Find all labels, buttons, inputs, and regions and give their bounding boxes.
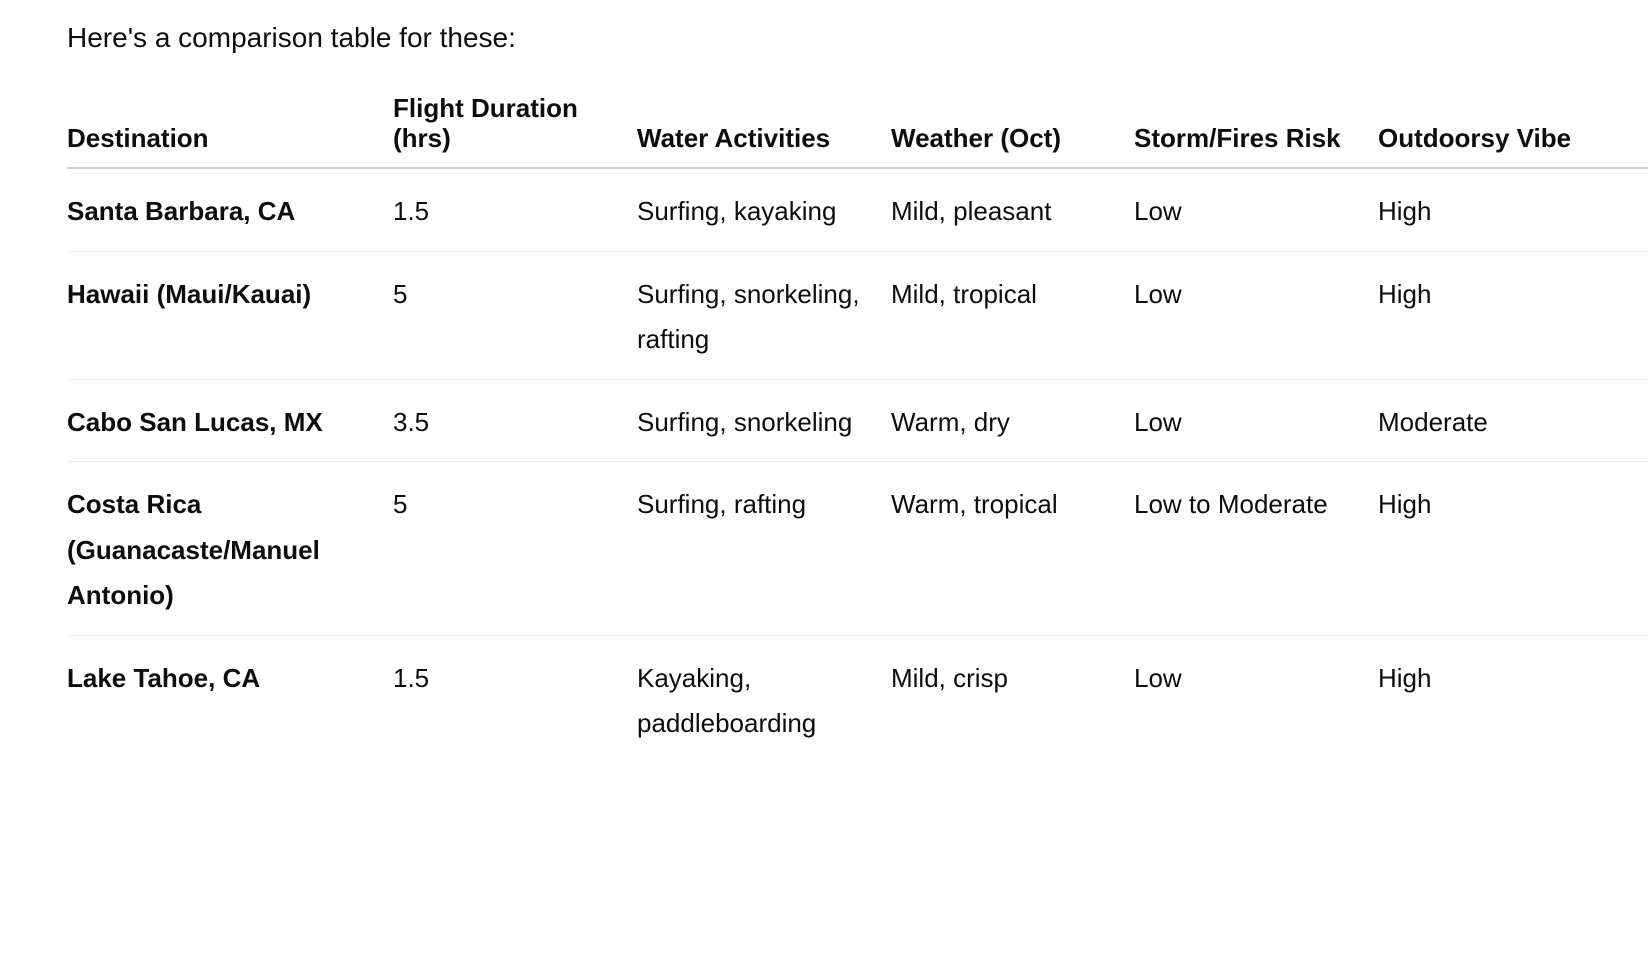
cell-outdoorsy-vibe: High	[1378, 251, 1648, 380]
comparison-table: Destination Flight Duration (hrs) Water …	[67, 85, 1648, 763]
cell-water-activities: Surfing, kayaking	[637, 168, 891, 252]
cell-flight-duration: 3.5	[393, 379, 637, 462]
table-row: Cabo San Lucas, MX 3.5 Surfing, snorkeli…	[67, 379, 1648, 462]
cell-weather: Mild, pleasant	[891, 168, 1134, 252]
cell-outdoorsy-vibe: Moderate	[1378, 379, 1648, 462]
cell-flight-duration: 5	[393, 461, 637, 636]
cell-outdoorsy-vibe: High	[1378, 662, 1432, 693]
cell-storm-fires-risk: Low to Moderate	[1134, 461, 1378, 636]
cell-flight-duration: 5	[393, 251, 637, 380]
cell-water-activities: Surfing, snorkeling, rafting	[637, 251, 891, 380]
cell-weather: Mild, tropical	[891, 251, 1134, 380]
table-row: Hawaii (Maui/Kauai) 5 Surfing, snorkelin…	[67, 251, 1648, 380]
table-row: Santa Barbara, CA 1.5 Surfing, kayaking …	[67, 168, 1648, 252]
cell-storm-fires-risk: Low	[1134, 251, 1378, 380]
cell-storm-fires-risk: Low	[1134, 168, 1378, 252]
header-row: Destination Flight Duration (hrs) Water …	[67, 85, 1648, 169]
cell-outdoorsy-vibe: High	[1378, 461, 1648, 636]
cell-storm-fires-risk: Low	[1134, 379, 1378, 462]
cell-water-activities: Surfing, snorkeling	[637, 379, 891, 462]
header-destination: Destination	[67, 85, 393, 169]
cell-water-activities: Surfing, rafting	[637, 461, 891, 636]
intro-text: Here's a comparison table for these:	[67, 22, 516, 53]
cell-destination: Cabo San Lucas, MX	[67, 379, 393, 462]
table-body: Santa Barbara, CA 1.5 Surfing, kayaking …	[67, 168, 1648, 763]
table-row: Costa Rica (Guanacaste/Manuel Antonio) 5…	[67, 461, 1648, 636]
cell-flight-duration: 1.5	[393, 168, 637, 252]
cell-weather: Warm, tropical	[891, 461, 1134, 636]
table-header: Destination Flight Duration (hrs) Water …	[67, 85, 1648, 169]
header-storm-fires-risk: Storm/Fires Risk	[1134, 85, 1378, 169]
header-water-activities: Water Activities	[637, 85, 891, 169]
header-outdoorsy-vibe: Outdoorsy Vibe	[1378, 85, 1648, 169]
cell-destination: Hawaii (Maui/Kauai)	[67, 251, 393, 380]
header-flight-duration: Flight Duration (hrs)	[393, 85, 637, 169]
table-row: Lake Tahoe, CA 1.5 Kayaking, paddleboard…	[67, 635, 1648, 763]
cell-flight-duration: 1.5	[393, 662, 430, 693]
cell-destination: Lake Tahoe, CA	[67, 662, 261, 693]
cell-destination: Santa Barbara, CA	[67, 168, 393, 252]
cell-storm-fires-risk: Low	[1134, 662, 1182, 693]
cell-destination: Costa Rica (Guanacaste/Manuel Antonio)	[67, 461, 393, 636]
cell-weather: Warm, dry	[891, 379, 1134, 462]
cell-water-activities: Kayaking, paddleboarding	[637, 662, 817, 739]
cell-outdoorsy-vibe: High	[1378, 168, 1648, 252]
header-weather: Weather (Oct)	[891, 85, 1134, 169]
cell-weather: Mild, crisp	[891, 662, 1009, 693]
